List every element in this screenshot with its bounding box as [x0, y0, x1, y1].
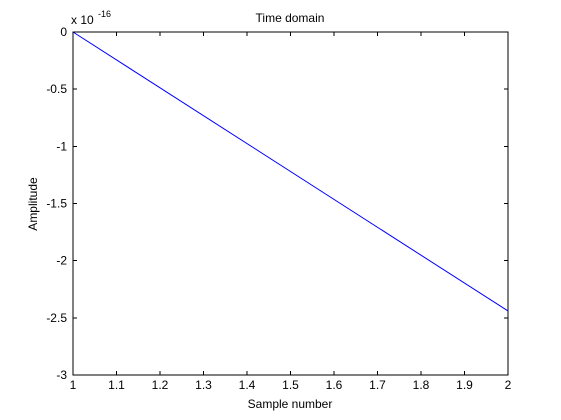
series-line: [72, 31, 509, 312]
x-axis-label: Sample number: [248, 397, 333, 411]
chart-title: Time domain: [256, 11, 325, 25]
y-tick-label: -1: [56, 139, 67, 153]
x-tick-label: 1.1: [108, 378, 125, 392]
x-tick-label: 2: [505, 378, 512, 392]
x-tick-label: 1.4: [239, 378, 256, 392]
x-tick-label: 1.9: [456, 378, 473, 392]
x-tick-label: 1.7: [369, 378, 386, 392]
y-scale-factor-exponent: -16: [98, 9, 111, 19]
y-tick-label: -2: [56, 254, 67, 268]
x-tick-label: 1.8: [413, 378, 430, 392]
x-tick-label: 1.3: [195, 378, 212, 392]
y-tick-label: 0: [60, 25, 67, 39]
y-axis-label: Amplitude: [26, 177, 40, 231]
y-tick-label: -1.5: [46, 197, 67, 211]
x-tick-label: 1.2: [152, 378, 169, 392]
y-tick-label: -0.5: [46, 82, 67, 96]
y-tick-label: -3: [56, 368, 67, 382]
x-tick-label: 1.6: [326, 378, 343, 392]
y-tick-label: -2.5: [46, 311, 67, 325]
y-scale-factor-base: x 10: [71, 13, 94, 27]
x-tick-label: 1: [70, 378, 77, 392]
plot-area: [72, 31, 509, 376]
x-tick-label: 1.5: [282, 378, 299, 392]
